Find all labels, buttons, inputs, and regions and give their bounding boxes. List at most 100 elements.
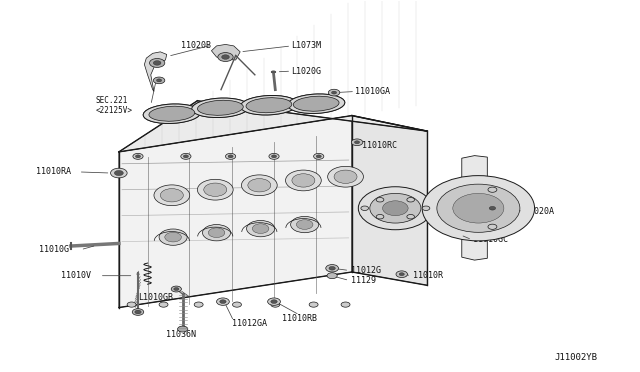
Circle shape <box>165 232 181 242</box>
Circle shape <box>327 273 337 279</box>
Circle shape <box>159 302 168 307</box>
Circle shape <box>194 302 203 307</box>
Ellipse shape <box>143 104 200 124</box>
Circle shape <box>292 174 315 187</box>
Text: 11010GC: 11010GC <box>473 235 508 244</box>
Circle shape <box>332 91 337 94</box>
Ellipse shape <box>287 94 345 113</box>
Circle shape <box>309 302 318 307</box>
Circle shape <box>271 155 276 158</box>
Polygon shape <box>211 44 240 60</box>
Circle shape <box>383 201 408 216</box>
Ellipse shape <box>192 98 249 118</box>
Circle shape <box>488 224 497 230</box>
Circle shape <box>437 184 520 232</box>
Circle shape <box>326 264 339 272</box>
Circle shape <box>396 271 408 278</box>
Circle shape <box>422 176 534 241</box>
Circle shape <box>154 185 189 206</box>
Text: 11012GA: 11012GA <box>232 320 268 328</box>
Circle shape <box>204 183 227 196</box>
Circle shape <box>334 170 357 183</box>
Circle shape <box>407 215 415 219</box>
Text: SEC.221
<22125V>: SEC.221 <22125V> <box>95 96 132 115</box>
Ellipse shape <box>293 96 339 111</box>
Circle shape <box>133 153 143 159</box>
Circle shape <box>132 309 144 315</box>
Text: 11020B: 11020B <box>181 41 211 50</box>
Circle shape <box>225 153 236 159</box>
Circle shape <box>172 286 181 292</box>
Polygon shape <box>145 52 167 92</box>
Ellipse shape <box>149 106 195 121</box>
Text: 11010D: 11010D <box>473 223 503 232</box>
Circle shape <box>269 153 279 159</box>
Circle shape <box>216 298 229 305</box>
Circle shape <box>376 198 384 202</box>
Circle shape <box>329 266 335 270</box>
Ellipse shape <box>293 96 339 111</box>
Circle shape <box>407 198 415 202</box>
Text: 11010RA: 11010RA <box>36 167 71 176</box>
Circle shape <box>218 52 233 61</box>
Circle shape <box>296 220 313 230</box>
Polygon shape <box>352 116 428 285</box>
Polygon shape <box>462 155 487 260</box>
Circle shape <box>376 215 384 219</box>
Circle shape <box>159 229 187 245</box>
Circle shape <box>221 55 229 59</box>
Text: 11129: 11129 <box>351 276 376 285</box>
Circle shape <box>341 302 350 307</box>
Ellipse shape <box>252 100 285 110</box>
Circle shape <box>316 155 321 158</box>
Circle shape <box>488 187 497 192</box>
Circle shape <box>314 153 324 159</box>
Circle shape <box>370 193 421 223</box>
Circle shape <box>358 187 433 230</box>
Ellipse shape <box>198 100 243 115</box>
Circle shape <box>150 58 165 67</box>
Circle shape <box>489 206 495 210</box>
Circle shape <box>220 300 226 304</box>
Circle shape <box>291 217 319 233</box>
Circle shape <box>177 326 188 332</box>
Polygon shape <box>119 101 428 152</box>
Circle shape <box>232 302 241 307</box>
Ellipse shape <box>287 94 345 113</box>
Circle shape <box>351 139 363 145</box>
Circle shape <box>208 228 225 237</box>
Circle shape <box>127 302 136 307</box>
Circle shape <box>197 179 233 200</box>
Circle shape <box>154 77 165 84</box>
Circle shape <box>285 170 321 191</box>
Ellipse shape <box>240 96 298 115</box>
Text: L1073M: L1073M <box>291 41 321 51</box>
Text: 11010G: 11010G <box>39 245 69 254</box>
Ellipse shape <box>149 106 195 121</box>
Circle shape <box>246 221 275 237</box>
Circle shape <box>328 166 364 187</box>
Text: 11010RB: 11010RB <box>282 314 317 323</box>
Text: 11010V: 11010V <box>61 271 92 280</box>
Circle shape <box>271 302 280 307</box>
Polygon shape <box>119 116 352 308</box>
Circle shape <box>161 189 183 202</box>
Ellipse shape <box>204 103 237 113</box>
Circle shape <box>135 310 141 314</box>
Circle shape <box>248 179 271 192</box>
Text: L1010GB: L1010GB <box>138 294 173 302</box>
Text: 11012G: 11012G <box>351 266 381 275</box>
Text: J11002YB: J11002YB <box>555 353 598 362</box>
Circle shape <box>399 273 404 276</box>
Circle shape <box>173 288 179 291</box>
Text: 11010RC: 11010RC <box>362 141 397 150</box>
Ellipse shape <box>192 98 249 118</box>
Circle shape <box>271 300 277 304</box>
Ellipse shape <box>246 98 292 113</box>
Circle shape <box>453 193 504 223</box>
Ellipse shape <box>246 98 292 113</box>
Circle shape <box>241 175 277 196</box>
Ellipse shape <box>143 104 200 124</box>
Circle shape <box>252 224 269 234</box>
Circle shape <box>154 61 161 65</box>
